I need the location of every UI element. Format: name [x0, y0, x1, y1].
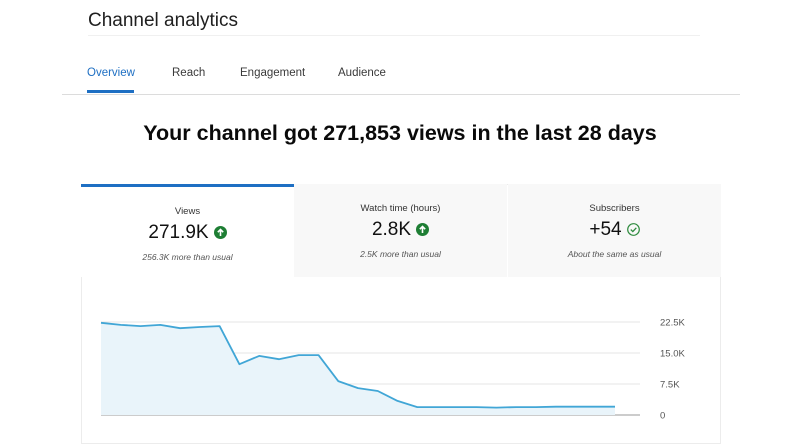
- card-note: 2.5K more than usual: [360, 249, 441, 259]
- y-tick-label: 15.0K: [660, 349, 685, 360]
- page: {"header": {"title": "Channel analytics"…: [62, 10, 740, 444]
- tab[interactable]: Overview: [87, 67, 135, 79]
- y-tick-label: 0: [660, 411, 665, 422]
- card-value-row: 271.9K: [81, 222, 294, 244]
- trend-up-icon: [213, 226, 227, 240]
- metric-card[interactable]: Subscribers +54 About the same as usual: [508, 184, 721, 277]
- card-note: About the same as usual: [567, 249, 662, 259]
- divider: [88, 35, 700, 36]
- y-tick-label: 7.5K: [660, 380, 680, 391]
- card-label: Subscribers: [589, 203, 640, 214]
- active-tab-indicator: [87, 90, 134, 93]
- card-note: 256.3K more than usual: [142, 252, 233, 262]
- area: [101, 322, 615, 415]
- divider: [62, 94, 740, 95]
- card-value-row: 2.8K: [294, 219, 507, 241]
- card-label: Views: [174, 206, 201, 217]
- line: [100, 321, 615, 409]
- chart: 0 7.5K 15.0K 22.5K: [100, 318, 685, 422]
- trend-up-icon: [416, 223, 430, 237]
- tab[interactable]: Engagement: [240, 67, 306, 79]
- page-title: Channel analytics: [88, 10, 238, 31]
- metric-card[interactable]: Views 271.9K 256.3K more than usual: [81, 184, 294, 277]
- y-tick-label: 22.5K: [660, 318, 685, 329]
- tab[interactable]: Reach: [172, 67, 206, 79]
- card-label: Watch time (hours): [360, 203, 441, 214]
- headline: Your channel got 271,853 views in the la…: [143, 121, 657, 145]
- tab[interactable]: Audience: [338, 67, 386, 79]
- card-value: 2.8K: [371, 219, 412, 240]
- card-value: 271.9K: [148, 222, 209, 243]
- metric-card[interactable]: Watch time (hours) 2.8K 2.5K more than u…: [294, 184, 507, 277]
- card-value-row: +54: [508, 219, 721, 241]
- card-value: +54: [589, 219, 622, 240]
- check-icon: [626, 223, 640, 237]
